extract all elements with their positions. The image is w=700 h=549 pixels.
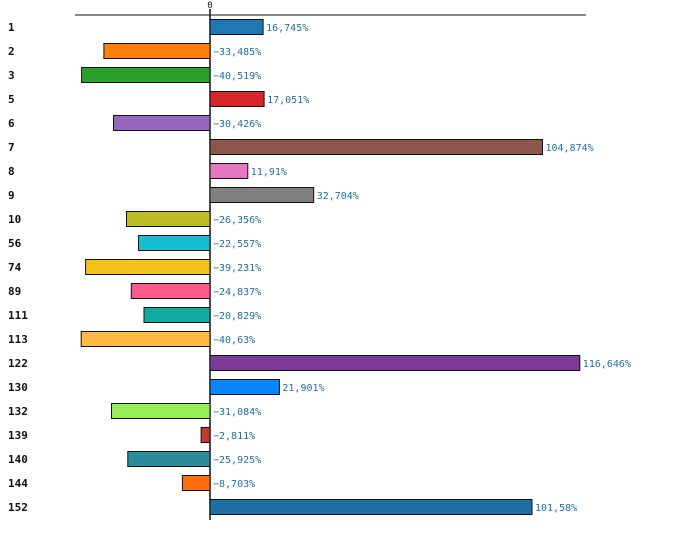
bar-122 [209, 355, 581, 371]
value-label-152: 101,58% [535, 503, 577, 514]
category-label-5: 5 [8, 93, 15, 106]
category-label-111: 111 [8, 309, 28, 322]
category-label-122: 122 [8, 357, 28, 370]
category-label-2: 2 [8, 45, 15, 58]
value-label-10: −26,356% [213, 215, 261, 226]
category-label-152: 152 [8, 501, 28, 514]
value-label-5: 17,051% [267, 95, 309, 106]
labels-group: 1 16,745% 2 −33,485% 3 −40,519% 5 17,051% 6 −30,4… [8, 21, 631, 514]
value-label-113: −40,63% [213, 335, 255, 346]
category-label-7: 7 [8, 141, 15, 154]
bar-8 [209, 163, 249, 179]
value-label-9: 32,704% [317, 191, 359, 202]
bars-group [80, 19, 581, 515]
category-label-1: 1 [8, 21, 15, 34]
bar-10 [126, 211, 211, 227]
bar-1 [209, 19, 264, 35]
value-label-7: 104,874% [546, 143, 594, 154]
bar-111 [143, 307, 211, 323]
bar-3 [81, 67, 211, 83]
category-label-9: 9 [8, 189, 15, 202]
bar-2 [103, 43, 211, 59]
value-label-140: −25,925% [213, 455, 261, 466]
bar-7 [209, 139, 543, 155]
bar-89 [130, 283, 211, 299]
category-label-74: 74 [8, 261, 22, 274]
value-label-3: −40,519% [213, 71, 261, 82]
bar-139 [200, 427, 211, 443]
value-label-56: −22,557% [213, 239, 261, 250]
category-label-10: 10 [8, 213, 21, 226]
value-label-111: −20,829% [213, 311, 261, 322]
value-label-8: 11,91% [251, 167, 287, 178]
value-label-6: −30,426% [213, 119, 261, 130]
value-label-139: −2,811% [213, 431, 255, 442]
value-label-89: −24,837% [213, 287, 261, 298]
value-label-122: 116,646% [583, 359, 631, 370]
bar-144 [181, 475, 211, 491]
category-label-6: 6 [8, 117, 15, 130]
category-label-8: 8 [8, 165, 15, 178]
value-label-132: −31,084% [213, 407, 261, 418]
value-label-130: 21,901% [282, 383, 324, 394]
category-label-130: 130 [8, 381, 28, 394]
bar-152 [209, 499, 533, 515]
bar-132 [111, 403, 211, 419]
category-label-132: 132 [8, 405, 28, 418]
bar-6 [113, 115, 211, 131]
category-label-113: 113 [8, 333, 28, 346]
value-label-144: −8,703% [213, 479, 255, 490]
bar-113 [80, 331, 211, 347]
category-label-56: 56 [8, 237, 22, 250]
category-label-144: 144 [8, 477, 28, 490]
category-label-139: 139 [8, 429, 28, 442]
bar-9 [209, 187, 315, 203]
category-label-140: 140 [8, 453, 28, 466]
category-label-3: 3 [8, 69, 15, 82]
bar-130 [209, 379, 280, 395]
bar-140 [127, 451, 211, 467]
bar-56 [138, 235, 211, 251]
zero-tick-label: 0 [207, 1, 212, 11]
value-label-74: −39,231% [213, 263, 261, 274]
value-label-2: −33,485% [213, 47, 261, 58]
bar-74 [85, 259, 211, 275]
bar-5 [209, 91, 265, 107]
category-label-89: 89 [8, 285, 21, 298]
value-label-1: 16,745% [266, 23, 308, 34]
